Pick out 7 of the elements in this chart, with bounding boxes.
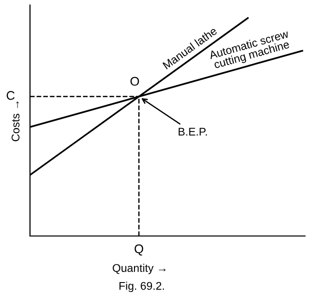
- annotation: O: [130, 76, 140, 86]
- ref-line-label: C: [6, 91, 15, 100]
- y-axis-title: Costs →: [12, 101, 20, 142]
- x-axis-title: Quantity →: [112, 264, 166, 274]
- caption: Fig. 69.2.: [120, 282, 164, 292]
- annotation: B.E.P.: [178, 128, 207, 136]
- text: Q: [134, 244, 144, 256]
